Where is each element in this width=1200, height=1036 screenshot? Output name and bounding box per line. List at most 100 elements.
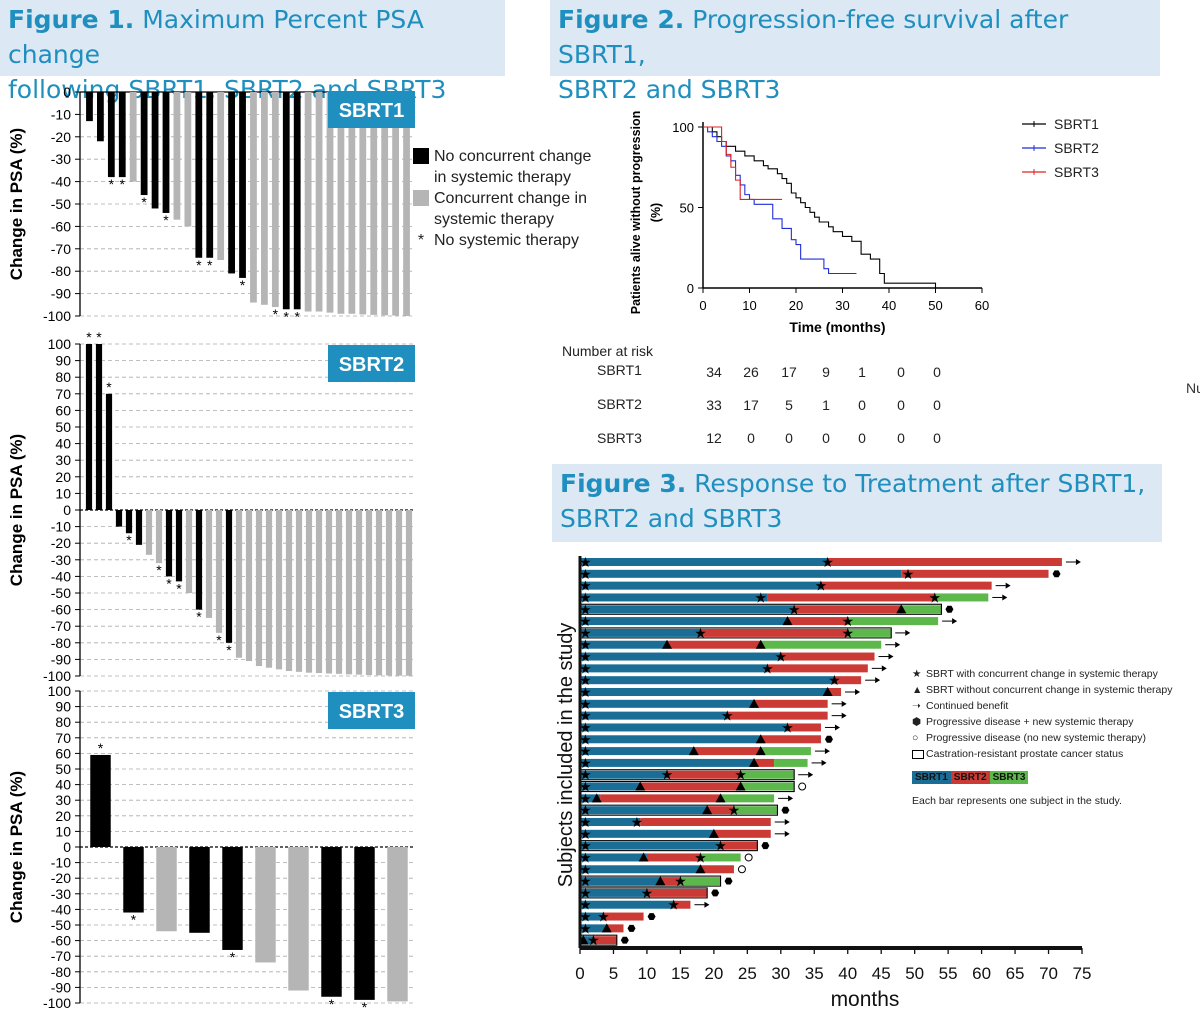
star-marker: ★ (661, 767, 674, 783)
subject-bar: ★ ★ (579, 849, 753, 865)
km-y-tick-label: 50 (680, 201, 694, 216)
y-tick-label: -100 (43, 308, 71, 324)
star-marker: ★ (841, 613, 854, 629)
swimmer-x-tick-label: 45 (872, 964, 891, 983)
legend-hex-row: ⬢ Progressive disease + new systemic ther… (912, 714, 1197, 730)
psa-bar (325, 510, 333, 674)
figure-1-header: Figure 1. Maximum Percent PSA change fol… (0, 0, 505, 104)
continued-benefit-arrowhead (855, 689, 861, 695)
fig3-legend: ★ SBRT with concurrent change in systemic… (912, 666, 1197, 809)
progressive-disease-hexagon (945, 605, 954, 613)
psa-bar (285, 510, 293, 672)
sbrt1-segment (580, 794, 601, 803)
psa-bar (370, 92, 378, 315)
psa-bar (315, 510, 323, 674)
no-systemic-star: * (216, 632, 222, 648)
triangle-marker (702, 805, 713, 815)
sbrt2-segment (673, 900, 691, 909)
star-marker: ★ (579, 637, 592, 653)
y-tick-label: -80 (51, 635, 71, 651)
sbrt1-segment (580, 853, 647, 862)
swimmer-x-tick-label: 15 (671, 964, 690, 983)
triangle-marker (735, 781, 746, 791)
progressive-disease-hexagon (620, 936, 629, 944)
figure-2-label: Figure 2. (558, 5, 685, 34)
continued-benefit-arrowhead (821, 759, 827, 766)
sbrt1-segment (580, 900, 674, 909)
psa-bar (354, 847, 375, 1000)
subject-bar: ★ ★ (579, 613, 958, 629)
y-tick-label: 90 (55, 699, 71, 715)
psa-bar (129, 92, 137, 182)
legend-label-gray: Concurrent change in systemic therapy (434, 190, 587, 228)
star-marker: ★ (579, 589, 592, 605)
continued-benefit-arrowhead (704, 901, 710, 908)
star-marker: ★ (734, 767, 747, 783)
y-tick-label: -100 (43, 995, 71, 1011)
star-marker: ★ (579, 554, 592, 570)
risk-cell: 17 (781, 364, 797, 380)
y-tick-label: -50 (51, 585, 71, 601)
subject-bar: ★ (579, 790, 794, 806)
swimmer-x-tick-label: 20 (704, 964, 723, 983)
hexagon-icon: ⬢ (912, 716, 922, 728)
y-tick-label: 40 (55, 777, 71, 793)
psa-bar (315, 92, 323, 312)
swimmer-x-axis-label: months (831, 988, 900, 1011)
legend-star-label: SBRT with concurrent change in systemic … (926, 668, 1158, 680)
triangle-marker (782, 616, 793, 626)
y-tick-label: 70 (55, 386, 71, 402)
sbrt2-segment (667, 640, 761, 649)
sbrt1-segment (580, 806, 708, 815)
sbrt2-segment (787, 723, 821, 732)
star-marker: ★ (579, 660, 592, 676)
legend-label-black: No concurrent change in systemic therapy (434, 148, 592, 186)
subject-bar: ★ ★ (579, 873, 733, 889)
number-at-risk-table: Number at risk SBRT1 SBRT2 SBRT3 34 26 17 9… (557, 340, 997, 452)
subject-bar: ★ (579, 861, 746, 877)
sbrt2-segment (834, 676, 862, 685)
psa-bar (375, 510, 383, 676)
psa-bar (118, 92, 126, 178)
star-marker: ★ (728, 802, 741, 818)
sbrt2-segment (794, 605, 902, 614)
continued-benefit-arrowhead (952, 618, 958, 625)
no-systemic-star: * (131, 912, 137, 928)
no-systemic-star: * (156, 562, 162, 578)
risk-cell: 26 (743, 364, 759, 380)
star-marker: ★ (721, 708, 734, 724)
km-legend-label: SBRT1 (1054, 116, 1099, 132)
subject-bar: ★ ★ (579, 672, 881, 688)
swimmer-x-tick-label: 5 (609, 964, 618, 983)
no-systemic-star: * (98, 740, 104, 756)
psa-bar (345, 510, 353, 675)
sbrt1-segment (580, 865, 701, 874)
triangle-marker (662, 639, 673, 649)
sbrt1-segment (580, 782, 641, 791)
triangle-marker (749, 698, 760, 708)
triangle-marker (755, 639, 766, 649)
subject-bar: ★ ★ ★ (579, 767, 814, 783)
star-marker: ★ (579, 802, 592, 818)
risk-cell: 1 (822, 397, 830, 413)
progressive-disease-hexagon (824, 735, 833, 743)
triangle-marker (638, 852, 649, 862)
psa-bar (305, 510, 313, 673)
star-marker: ★ (631, 814, 644, 830)
star-marker: ★ (579, 873, 592, 889)
subject-bar: ★ ★ (579, 660, 887, 676)
psa-bar (250, 92, 257, 303)
sbrt2-segment (660, 877, 681, 886)
figure-1-label: Figure 1. (8, 5, 135, 34)
figure-3-title-line2: SBRT2 and SBRT3 (560, 504, 783, 533)
sbrt1-segment (580, 770, 668, 779)
km-line-sbrt1 (703, 126, 937, 288)
star-marker: ★ (579, 719, 592, 735)
psa-panel-sbrt3: 1009080706050403020100-10-20-30-40-50-60… (7, 683, 415, 1015)
rectangle-outline-icon (912, 749, 924, 759)
psa-bar (365, 510, 373, 676)
continued-benefit-arrowhead (841, 700, 847, 707)
legend-item-black: No concurrent change in systemic therapy (413, 146, 613, 188)
sbrt2-segment (646, 888, 708, 897)
sbrt2-segment (713, 829, 771, 838)
